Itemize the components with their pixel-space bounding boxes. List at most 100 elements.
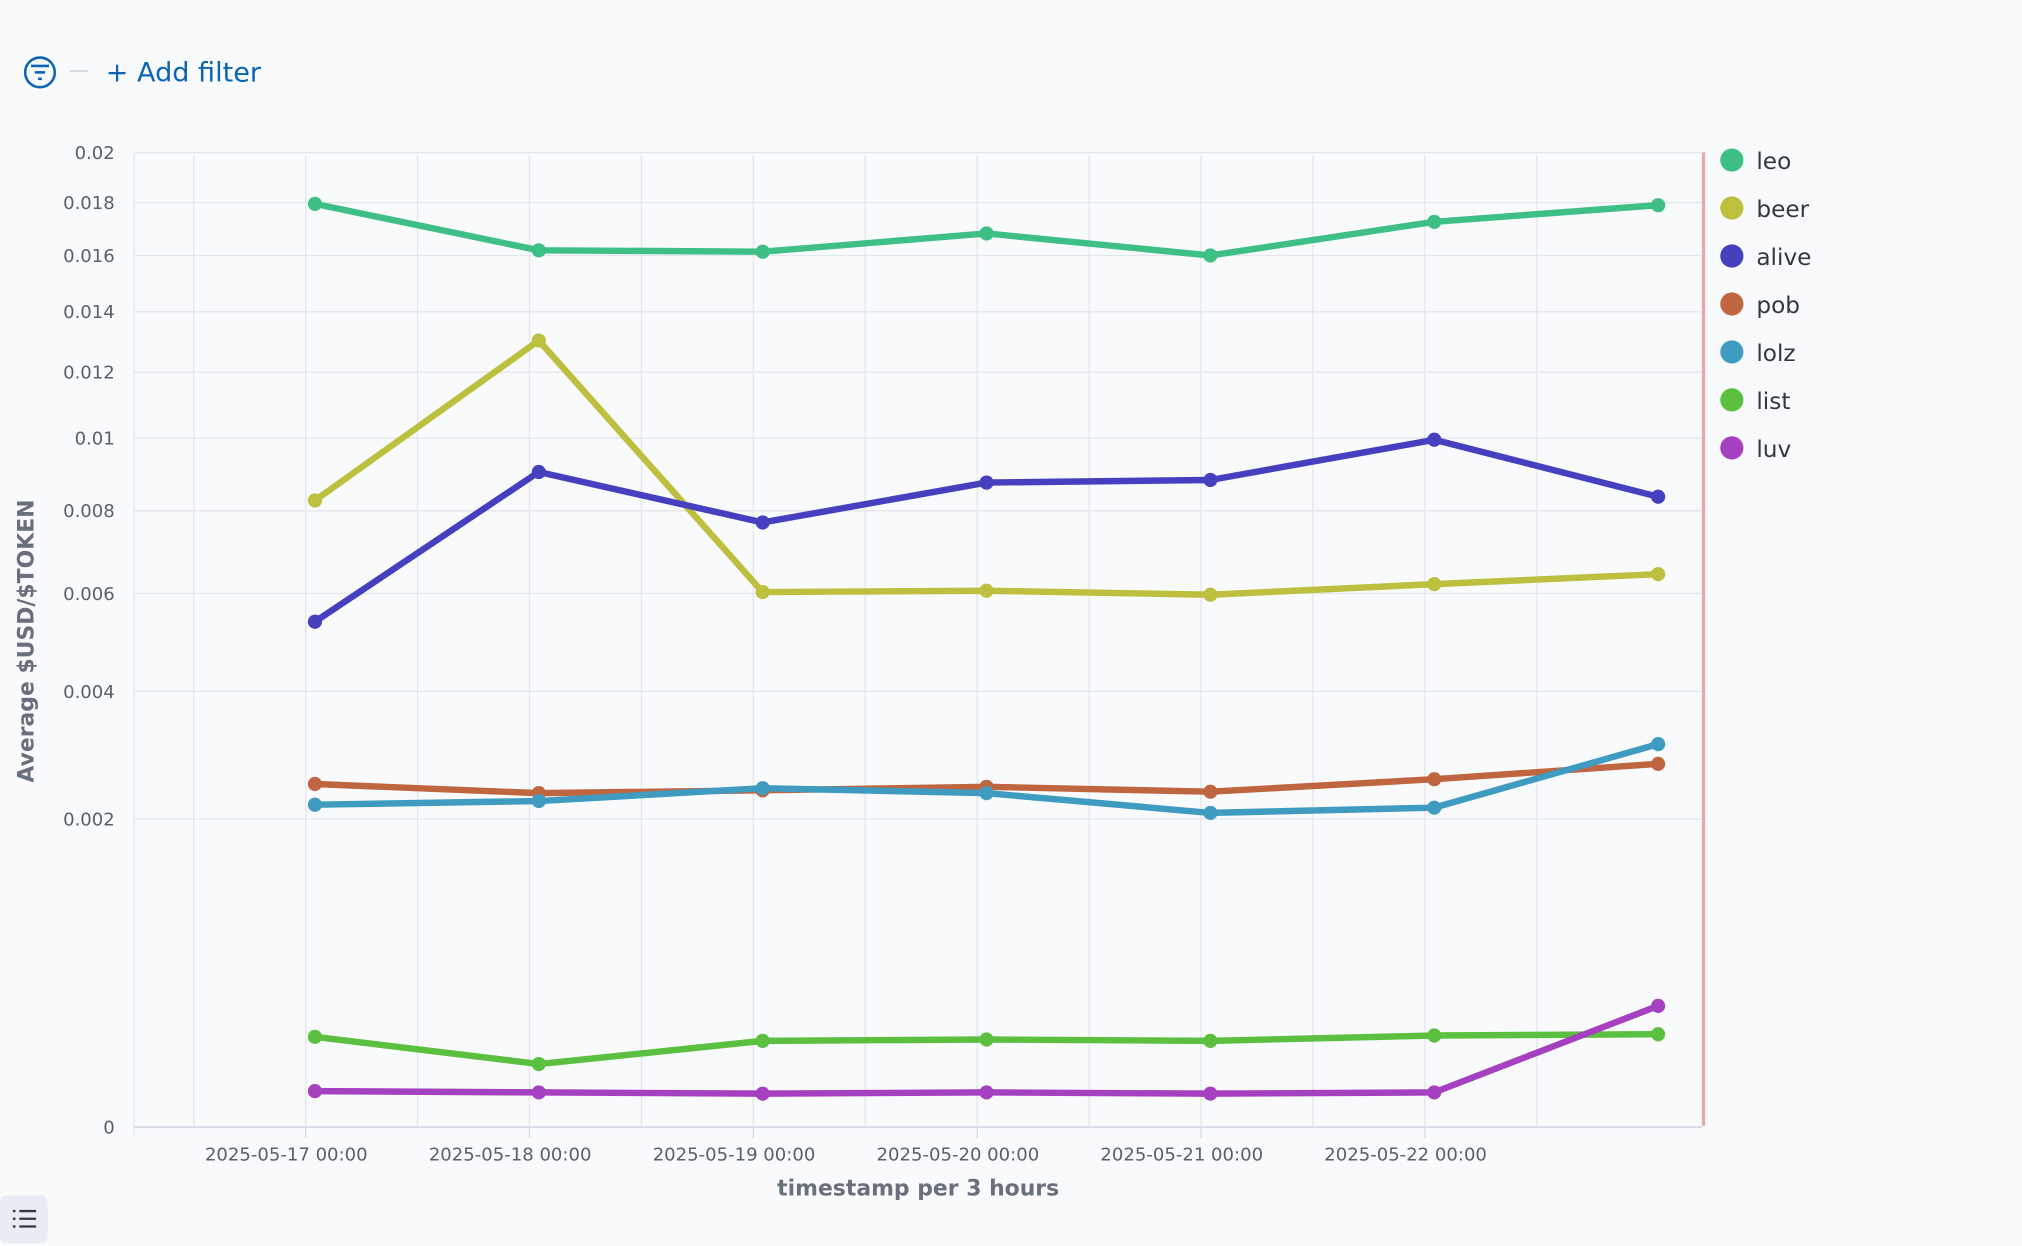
data-point-alive[interactable] — [531, 464, 546, 480]
y-tick-label: 0.02 — [75, 143, 115, 164]
legend-item-pob[interactable]: pob — [1720, 292, 1800, 319]
data-point-list[interactable] — [307, 1029, 323, 1044]
legend-item-alive[interactable]: alive — [1720, 244, 1811, 271]
x-axis-title: timestamp per 3 hours — [777, 1177, 1059, 1202]
data-point-beer[interactable] — [531, 333, 546, 348]
data-point-alive[interactable] — [1203, 472, 1218, 488]
legend-label: list — [1756, 388, 1790, 415]
x-tick-label: 2025-05-19 00:00 — [653, 1145, 816, 1166]
legend-label: leo — [1756, 148, 1791, 175]
legend-color-dot — [1720, 244, 1744, 268]
data-point-pob[interactable] — [1427, 772, 1442, 787]
data-point-list[interactable] — [1203, 1033, 1218, 1048]
data-point-leo[interactable] — [531, 243, 546, 258]
legend-color-dot — [1720, 436, 1744, 460]
data-point-leo[interactable] — [1651, 198, 1666, 213]
legend-color-dot — [1720, 148, 1744, 172]
data-point-luv[interactable] — [531, 1085, 546, 1100]
data-point-leo[interactable] — [1427, 214, 1442, 229]
y-tick-label: 0.006 — [63, 584, 115, 605]
legend-item-luv[interactable]: luv — [1720, 436, 1792, 463]
legend-color-dot — [1720, 340, 1744, 364]
data-point-leo[interactable] — [979, 226, 994, 241]
list-icon — [12, 1209, 37, 1228]
x-tick-label: 2025-05-17 00:00 — [205, 1145, 368, 1166]
legend-color-dot — [1720, 388, 1744, 412]
data-point-lolz[interactable] — [1651, 737, 1666, 752]
y-tick-label: 0 — [103, 1118, 114, 1139]
legend-item-list[interactable]: list — [1720, 388, 1790, 415]
data-point-pob[interactable] — [1651, 756, 1666, 771]
data-point-alive[interactable] — [1427, 432, 1442, 447]
data-point-list[interactable] — [1651, 1027, 1666, 1042]
data-point-lolz[interactable] — [531, 793, 546, 809]
y-tick-label: 0.016 — [63, 246, 115, 267]
data-point-alive[interactable] — [979, 475, 994, 490]
data-point-alive[interactable] — [1651, 489, 1666, 504]
data-point-luv[interactable] — [1651, 998, 1666, 1013]
data-point-luv[interactable] — [307, 1084, 323, 1099]
legend-item-lolz[interactable]: lolz — [1720, 340, 1796, 367]
y-tick-label: 0.008 — [63, 501, 115, 522]
data-point-pob[interactable] — [307, 776, 323, 792]
data-point-beer[interactable] — [1651, 567, 1666, 582]
x-tick-label: 2025-05-20 00:00 — [877, 1145, 1040, 1166]
data-point-luv[interactable] — [755, 1086, 770, 1101]
series-leo — [307, 196, 1666, 263]
legend-color-dot — [1720, 196, 1744, 220]
data-point-luv[interactable] — [979, 1085, 994, 1100]
legend-item-beer[interactable]: beer — [1720, 196, 1810, 223]
y-tick-label: 0.002 — [63, 809, 115, 830]
series-list — [307, 1027, 1666, 1072]
data-point-list[interactable] — [1427, 1028, 1442, 1043]
series-beer — [307, 333, 1666, 602]
data-point-luv[interactable] — [1203, 1086, 1218, 1101]
data-point-lolz[interactable] — [755, 781, 770, 796]
series-line-luv — [314, 1002, 1660, 1097]
data-point-alive[interactable] — [755, 515, 770, 530]
data-point-beer[interactable] — [307, 493, 323, 508]
y-axis-title: Average $USD/$TOKEN — [15, 499, 40, 782]
series-lolz — [307, 737, 1666, 820]
data-point-leo[interactable] — [1203, 248, 1218, 263]
series-alive — [307, 432, 1666, 629]
data-point-lolz[interactable] — [1203, 805, 1218, 820]
data-point-lolz[interactable] — [979, 786, 994, 801]
data-point-list[interactable] — [755, 1033, 770, 1048]
x-tick-label: 2025-05-18 00:00 — [429, 1145, 592, 1166]
data-point-beer[interactable] — [755, 584, 770, 600]
legend-label: luv — [1756, 436, 1791, 463]
data-point-alive[interactable] — [307, 614, 323, 629]
legend-label: pob — [1756, 292, 1800, 319]
data-point-leo[interactable] — [307, 196, 323, 211]
legend: leo beer alive pob lolz list luv — [1720, 148, 1811, 463]
data-point-beer[interactable] — [1427, 577, 1442, 592]
data-point-beer[interactable] — [1203, 587, 1218, 602]
y-axis: 0 0.002 0.004 0.006 0.008 0.01 0.012 0.014 0.016… — [63, 143, 115, 1139]
y-tick-label: 0.004 — [63, 682, 115, 703]
filter-button[interactable] — [23, 56, 57, 89]
add-filter-button[interactable]: + Add filter — [106, 57, 262, 88]
data-point-leo[interactable] — [755, 244, 770, 259]
y-tick-label: 0.018 — [63, 193, 115, 214]
x-axis: 2025-05-17 00:00 2025-05-18 00:00 2025-05-… — [205, 1127, 1487, 1166]
x-tick-label: 2025-05-21 00:00 — [1100, 1145, 1263, 1166]
y-tick-label: 0.012 — [63, 363, 115, 384]
grid — [133, 151, 1703, 1138]
data-point-beer[interactable] — [979, 583, 994, 598]
data-point-pob[interactable] — [1203, 784, 1218, 799]
filter-circle-icon[interactable] — [23, 56, 57, 89]
data-point-lolz[interactable] — [307, 797, 323, 812]
y-tick-label: 0.01 — [75, 429, 115, 450]
series-group — [307, 196, 1666, 1101]
data-point-list[interactable] — [979, 1032, 994, 1047]
legend-item-leo[interactable]: leo — [1720, 148, 1791, 175]
data-point-luv[interactable] — [1427, 1085, 1442, 1100]
data-point-list[interactable] — [531, 1056, 546, 1072]
series-line-beer — [313, 337, 1659, 598]
legend-color-dot — [1720, 292, 1744, 316]
x-tick-label: 2025-05-22 00:00 — [1324, 1145, 1487, 1166]
data-point-lolz[interactable] — [1427, 800, 1442, 815]
legend-toggle-button[interactable] — [0, 1195, 48, 1244]
